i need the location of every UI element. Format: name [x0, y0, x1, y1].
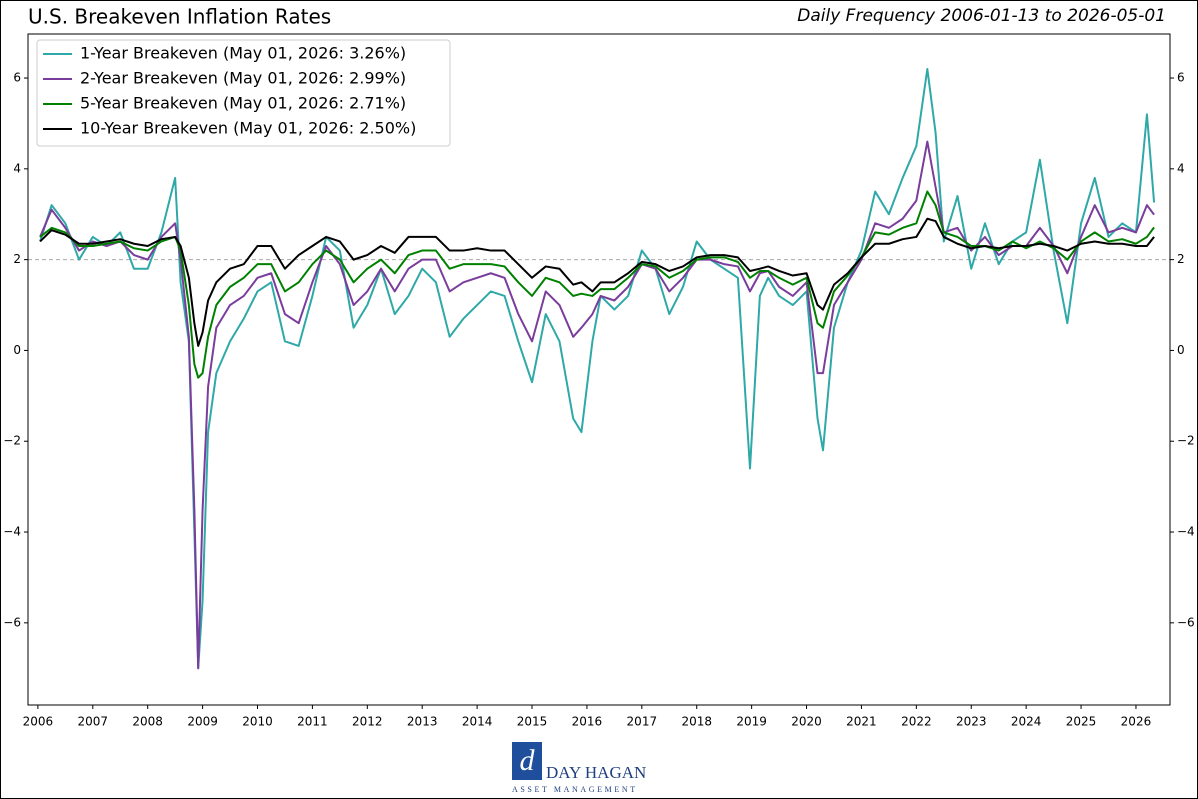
- x-tick-label: 2021: [846, 715, 877, 729]
- x-tick-label: 2024: [1011, 715, 1042, 729]
- x-tick-label: 2017: [627, 715, 658, 729]
- y2-tick-label: 6: [1177, 71, 1185, 85]
- y2-tick-label: −4: [1177, 525, 1195, 539]
- y2-tick-label: 0: [1177, 343, 1185, 357]
- legend-label: 10-Year Breakeven (May 01, 2026: 2.50%): [80, 119, 416, 138]
- x-tick-label: 2016: [572, 715, 603, 729]
- chart-title: U.S. Breakeven Inflation Rates: [28, 5, 331, 29]
- x-tick-label: 2008: [132, 715, 163, 729]
- y2-tick-label: −6: [1177, 615, 1195, 629]
- series-line: [39, 217, 1155, 347]
- legend-label: 1-Year Breakeven (May 01, 2026: 3.26%): [80, 44, 406, 63]
- x-tick-label: 2022: [901, 715, 932, 729]
- chart-subtitle: Daily Frequency 2006-01-13 to 2026-05-01: [797, 6, 1166, 26]
- x-tick-label: 2020: [791, 715, 822, 729]
- legend-box: [36, 39, 451, 147]
- logo-icon: [512, 742, 542, 780]
- x-tick-label: 2015: [517, 715, 548, 729]
- y-tick-label: 4: [13, 161, 21, 175]
- plot-frame: [27, 33, 1171, 706]
- x-tick-label: 2019: [736, 715, 767, 729]
- legend-label: 5-Year Breakeven (May 01, 2026: 2.71%): [80, 94, 406, 113]
- x-tick-label: 2007: [78, 715, 109, 729]
- x-tick-label: 2025: [1066, 715, 1097, 729]
- y2-tick-label: −2: [1177, 434, 1195, 448]
- y-tick-label: 2: [13, 252, 21, 266]
- y2-tick-label: 4: [1177, 161, 1185, 175]
- logo-glyph: d: [520, 744, 536, 777]
- x-tick-label: 2011: [297, 715, 328, 729]
- logo: d DAY HAGAN ASSET MANAGEMENT: [512, 742, 646, 794]
- y2-tick-label: 2: [1177, 252, 1185, 266]
- y-tick-label: 6: [13, 71, 21, 85]
- y-tick-label: −4: [3, 525, 21, 539]
- y-tick-label: −6: [3, 615, 21, 629]
- series-line: [39, 67, 1156, 670]
- series-line: [39, 190, 1155, 379]
- x-tick-label: 2013: [407, 715, 438, 729]
- x-tick-label: 2012: [352, 715, 383, 729]
- x-tick-label: 2006: [23, 715, 54, 729]
- x-tick-label: 2014: [462, 715, 493, 729]
- x-tick-label: 2026: [1121, 715, 1152, 729]
- x-tick-label: 2023: [956, 715, 987, 729]
- x-tick-label: 2010: [242, 715, 273, 729]
- logo-text: DAY HAGAN: [546, 763, 646, 782]
- legend-label: 2-Year Breakeven (May 01, 2026: 2.99%): [80, 69, 406, 88]
- logo-subtext: ASSET MANAGEMENT: [512, 785, 638, 794]
- y-tick-label: 0: [13, 343, 21, 357]
- series-line: [39, 140, 1155, 670]
- x-tick-label: 2018: [681, 715, 712, 729]
- y-tick-label: −2: [3, 434, 21, 448]
- x-tick-label: 2009: [187, 715, 218, 729]
